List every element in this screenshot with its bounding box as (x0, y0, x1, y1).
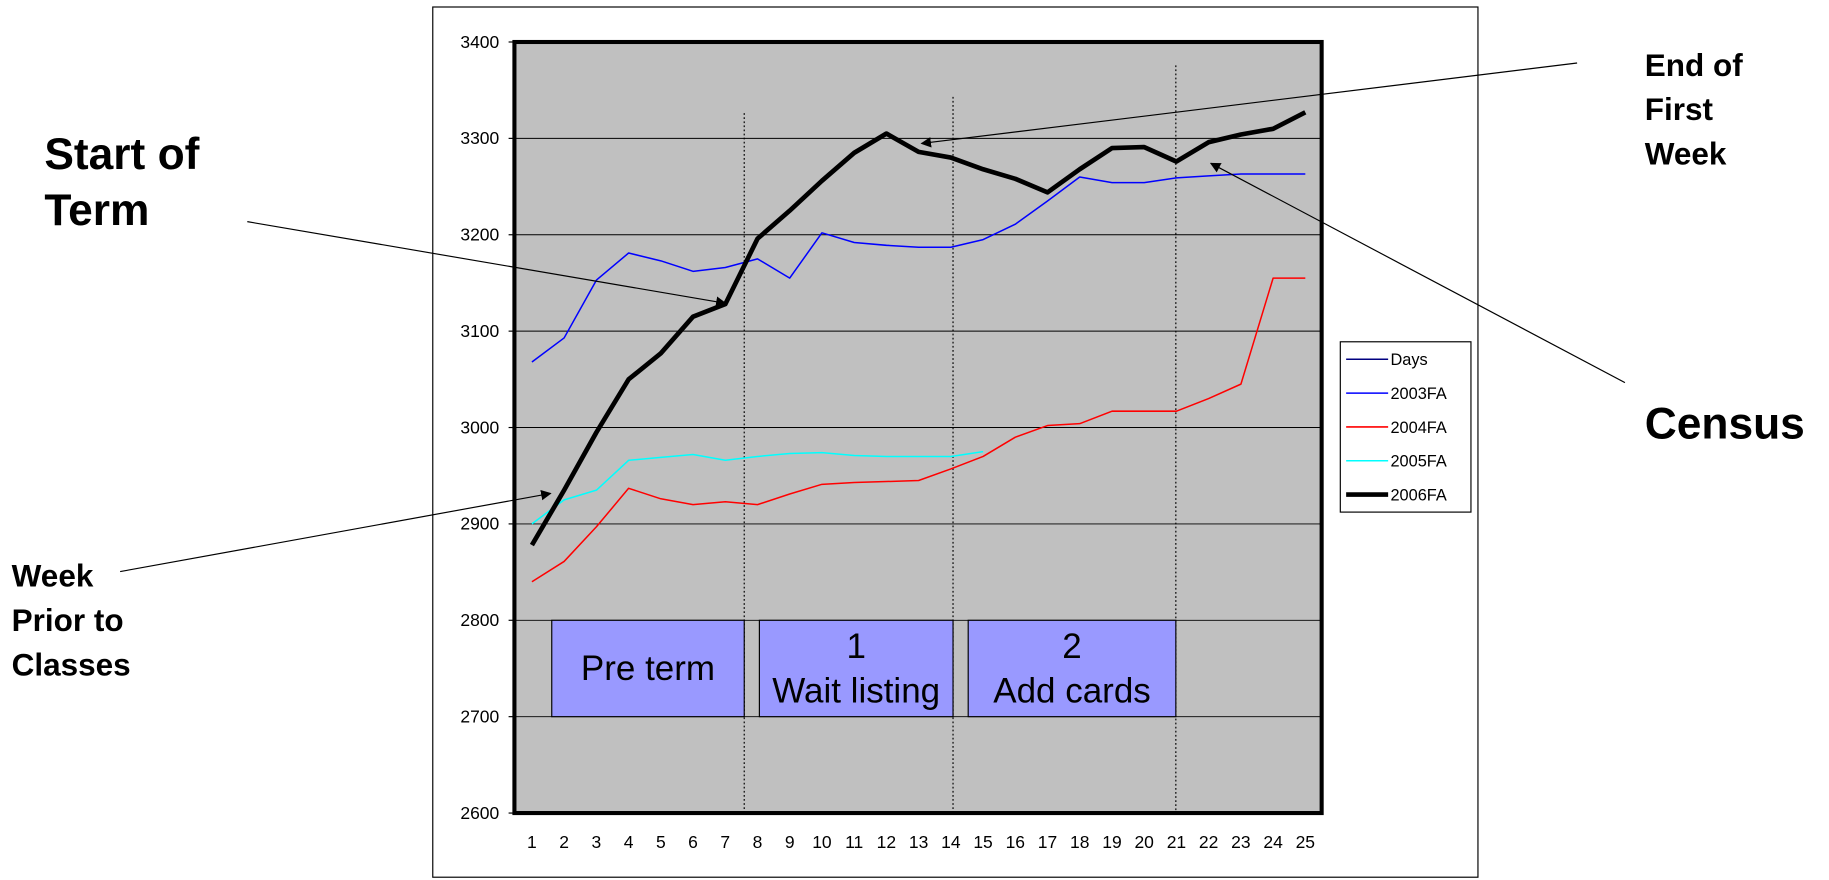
phase-label: Pre term (581, 649, 715, 688)
x-tick-label: 16 (1006, 832, 1025, 852)
phase-box (967, 619, 1177, 718)
series-line (531, 450, 984, 525)
x-tick-label: 19 (1102, 832, 1121, 852)
x-tick-label: 14 (941, 832, 961, 852)
x-tick-label: 12 (877, 832, 896, 852)
y-tick-label: 3400 (460, 32, 499, 52)
phase-label: Wait listing (772, 671, 940, 710)
annotation-text: Term (44, 186, 149, 235)
x-tick-label: 15 (973, 832, 992, 852)
x-tick-label: 24 (1263, 832, 1283, 852)
phase-label: Add cards (993, 671, 1151, 710)
legend-label: 2004FA (1390, 419, 1446, 437)
phase-label: 1 (846, 627, 865, 666)
x-tick-label: 21 (1167, 832, 1186, 852)
x-tick-label: 10 (812, 832, 832, 852)
y-tick-label: 3000 (460, 417, 499, 437)
phase-label: 2 (1062, 627, 1081, 666)
x-tick-label: 8 (753, 832, 763, 852)
x-tick-label: 23 (1231, 832, 1250, 852)
x-tick-label: 25 (1296, 832, 1315, 852)
annotation-text: Week (12, 558, 94, 594)
annotation-arrow (120, 489, 552, 573)
annotation-text: Census (1645, 400, 1805, 449)
x-tick-label: 3 (592, 832, 602, 852)
annotation-text: First (1645, 91, 1714, 127)
annotation-arrow (920, 62, 1578, 148)
y-tick-label: 2900 (460, 514, 499, 534)
x-tick-label: 17 (1038, 832, 1057, 852)
legend-label: 2006FA (1390, 486, 1446, 504)
phase-box (758, 619, 954, 718)
legend-label: 2005FA (1390, 453, 1446, 471)
x-tick-label: 4 (624, 832, 634, 852)
x-tick-label: 20 (1134, 832, 1154, 852)
plot-border (512, 39, 1324, 816)
annotation-arrow (247, 221, 727, 307)
x-tick-label: 2 (559, 832, 569, 852)
y-tick-label: 3200 (460, 225, 499, 245)
phase-box (551, 619, 745, 718)
x-tick-label: 5 (656, 832, 666, 852)
x-tick-label: 13 (909, 832, 928, 852)
annotation-text: Prior to (12, 602, 124, 638)
x-tick-label: 6 (688, 832, 698, 852)
x-tick-label: 11 (845, 832, 863, 852)
annotation-text: Start of (44, 130, 199, 179)
annotation-text: Classes (12, 646, 131, 682)
legend-label: Days (1390, 351, 1427, 369)
annotation-text: End of (1645, 47, 1743, 83)
series-line (531, 173, 1306, 363)
y-tick-label: 3300 (460, 128, 499, 148)
x-tick-label: 1 (527, 832, 537, 852)
annotation-text: Week (1645, 135, 1727, 171)
series-line (529, 110, 1307, 547)
y-tick-label: 2600 (460, 803, 499, 823)
y-tick-label: 3100 (460, 321, 499, 341)
x-tick-label: 7 (720, 832, 730, 852)
x-tick-label: 18 (1070, 832, 1089, 852)
y-tick-label: 2700 (460, 707, 499, 727)
legend-label: 2003FA (1390, 385, 1446, 403)
annotation-arrow (1209, 162, 1626, 384)
x-tick-label: 9 (785, 832, 795, 852)
x-tick-label: 22 (1199, 832, 1218, 852)
y-tick-label: 2800 (460, 610, 499, 630)
series-line (531, 277, 1306, 583)
